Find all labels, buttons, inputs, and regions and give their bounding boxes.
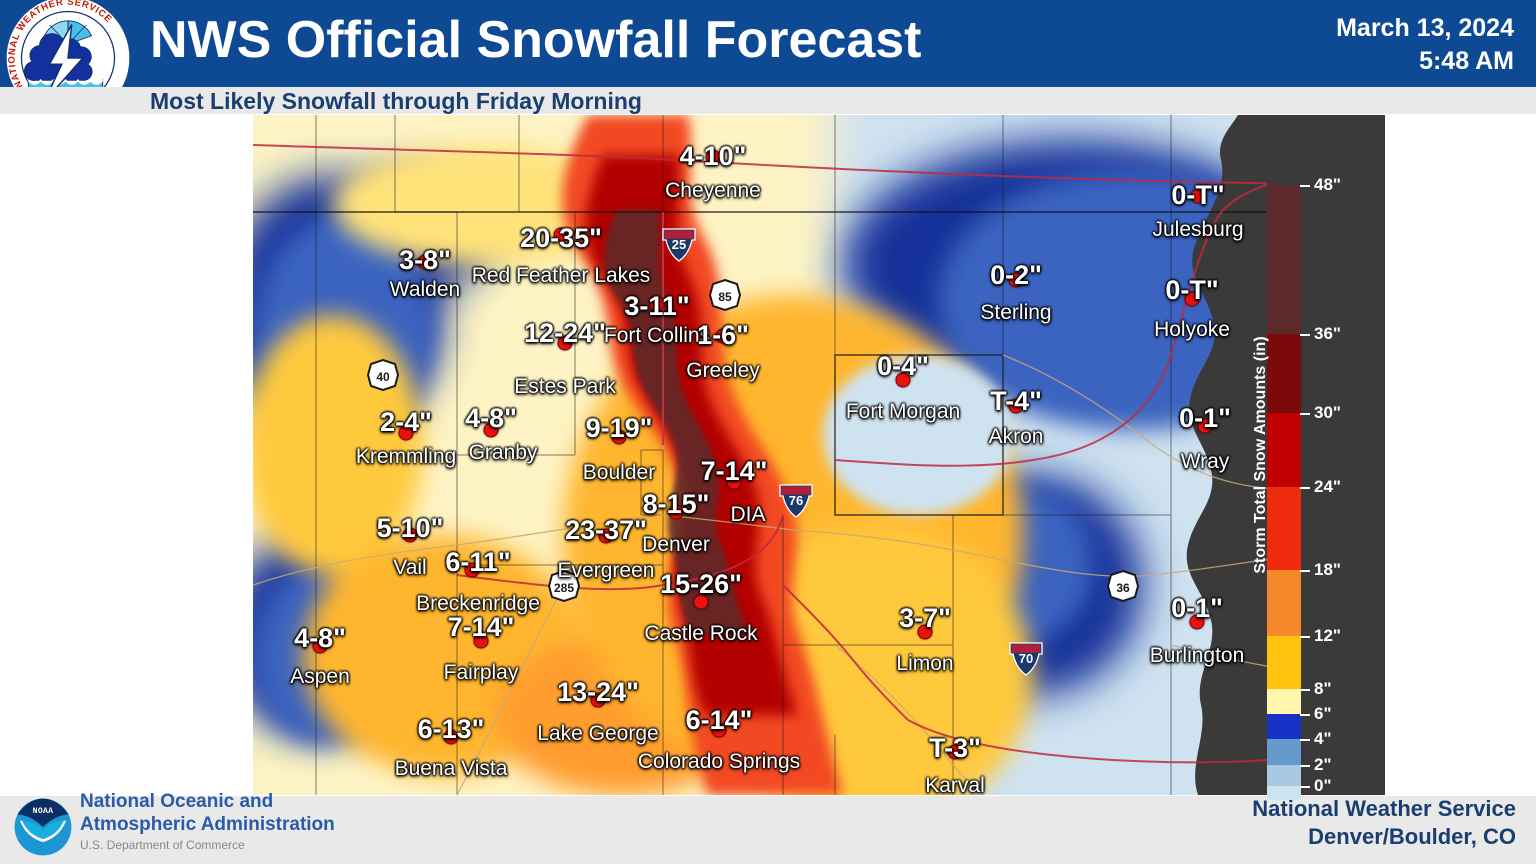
svg-text:85: 85 xyxy=(718,290,732,304)
svg-text:25: 25 xyxy=(672,237,686,252)
svg-text:40: 40 xyxy=(376,370,390,384)
svg-text:76: 76 xyxy=(789,493,803,508)
svg-text:285: 285 xyxy=(554,581,574,595)
svg-text:36: 36 xyxy=(1116,581,1130,595)
svg-text:NOAA: NOAA xyxy=(33,807,54,816)
svg-text:70: 70 xyxy=(1019,651,1033,666)
